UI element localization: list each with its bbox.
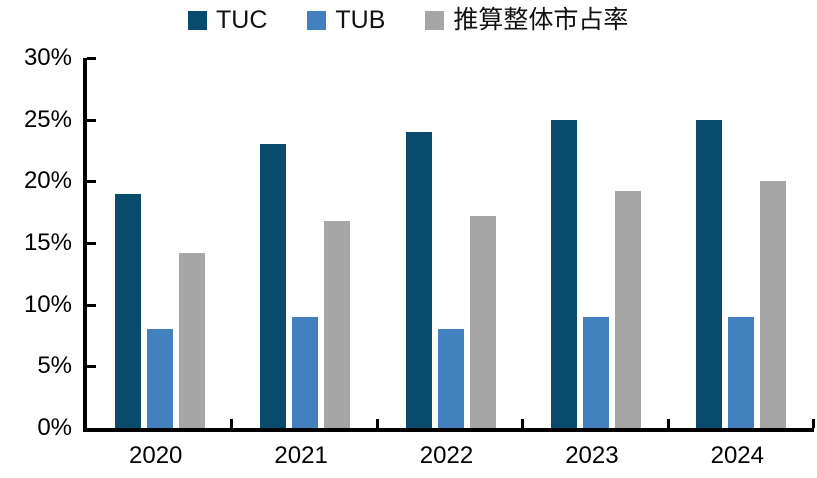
bar-推算整体市占率-2022 bbox=[469, 215, 496, 428]
y-tick-label: 15% bbox=[23, 229, 72, 256]
legend-swatch-icon bbox=[425, 11, 445, 30]
x-axis-tick bbox=[521, 419, 525, 428]
legend-item-2: TUB bbox=[307, 8, 385, 33]
y-axis-tick bbox=[87, 57, 96, 60]
y-tick-label: 30% bbox=[23, 44, 72, 71]
plot-area bbox=[83, 57, 815, 432]
bar-推算整体市占率-2023 bbox=[614, 191, 641, 428]
legend-label: TUB bbox=[335, 6, 386, 34]
x-axis-labels: 2020 2021 2022 2023 2024 bbox=[83, 442, 810, 474]
bar-TUC-2020 bbox=[114, 193, 141, 428]
legend-label: TUC bbox=[216, 6, 268, 34]
bar-推算整体市占率-2020 bbox=[178, 252, 205, 428]
bar-TUB-2022 bbox=[437, 329, 464, 428]
y-tick-label: 25% bbox=[23, 105, 72, 133]
legend-swatch-icon bbox=[307, 11, 327, 30]
legend-item-1: TUC bbox=[188, 8, 267, 33]
bar-TUB-2023 bbox=[582, 317, 609, 428]
x-tick-label: 2021 bbox=[274, 442, 328, 469]
bar-TUC-2024 bbox=[696, 119, 723, 428]
x-axis-tick bbox=[666, 419, 670, 428]
x-axis-tick bbox=[375, 419, 379, 428]
y-axis-tick bbox=[87, 365, 96, 369]
y-tick-label: 20% bbox=[23, 167, 72, 195]
bar-TUC-2021 bbox=[260, 144, 287, 428]
y-axis-tick bbox=[87, 303, 96, 307]
legend-item-3: 推算整体市占率 bbox=[425, 8, 628, 33]
x-tick-label: 2020 bbox=[128, 442, 183, 469]
legend-swatch-icon bbox=[188, 11, 207, 30]
bar-推算整体市占率-2024 bbox=[760, 181, 787, 428]
y-axis-tick bbox=[87, 180, 96, 184]
bar-TUC-2022 bbox=[405, 132, 432, 428]
x-axis-tick bbox=[812, 419, 815, 428]
bar-TUB-2020 bbox=[146, 329, 173, 428]
y-axis-labels: 0% 5% 10% 15% 20% 25% 30% bbox=[0, 0, 72, 478]
bar-TUB-2021 bbox=[292, 317, 319, 428]
y-tick-label: 10% bbox=[23, 290, 72, 318]
y-tick-label: 0% bbox=[37, 414, 72, 441]
x-tick-label: 2024 bbox=[710, 442, 764, 469]
x-tick-label: 2023 bbox=[565, 442, 619, 469]
x-tick-label: 2022 bbox=[419, 442, 474, 469]
y-tick-label: 5% bbox=[37, 352, 72, 380]
bar-推算整体市占率-2021 bbox=[324, 220, 351, 428]
x-axis-tick bbox=[230, 419, 234, 428]
legend-label: 推算整体市占率 bbox=[453, 7, 629, 34]
bar-TUC-2023 bbox=[550, 119, 577, 428]
y-axis-tick bbox=[87, 118, 96, 122]
y-axis-tick bbox=[87, 242, 96, 245]
chart-legend: TUC TUB 推算整体市占率 bbox=[188, 8, 628, 33]
bar-TUB-2024 bbox=[728, 317, 755, 428]
